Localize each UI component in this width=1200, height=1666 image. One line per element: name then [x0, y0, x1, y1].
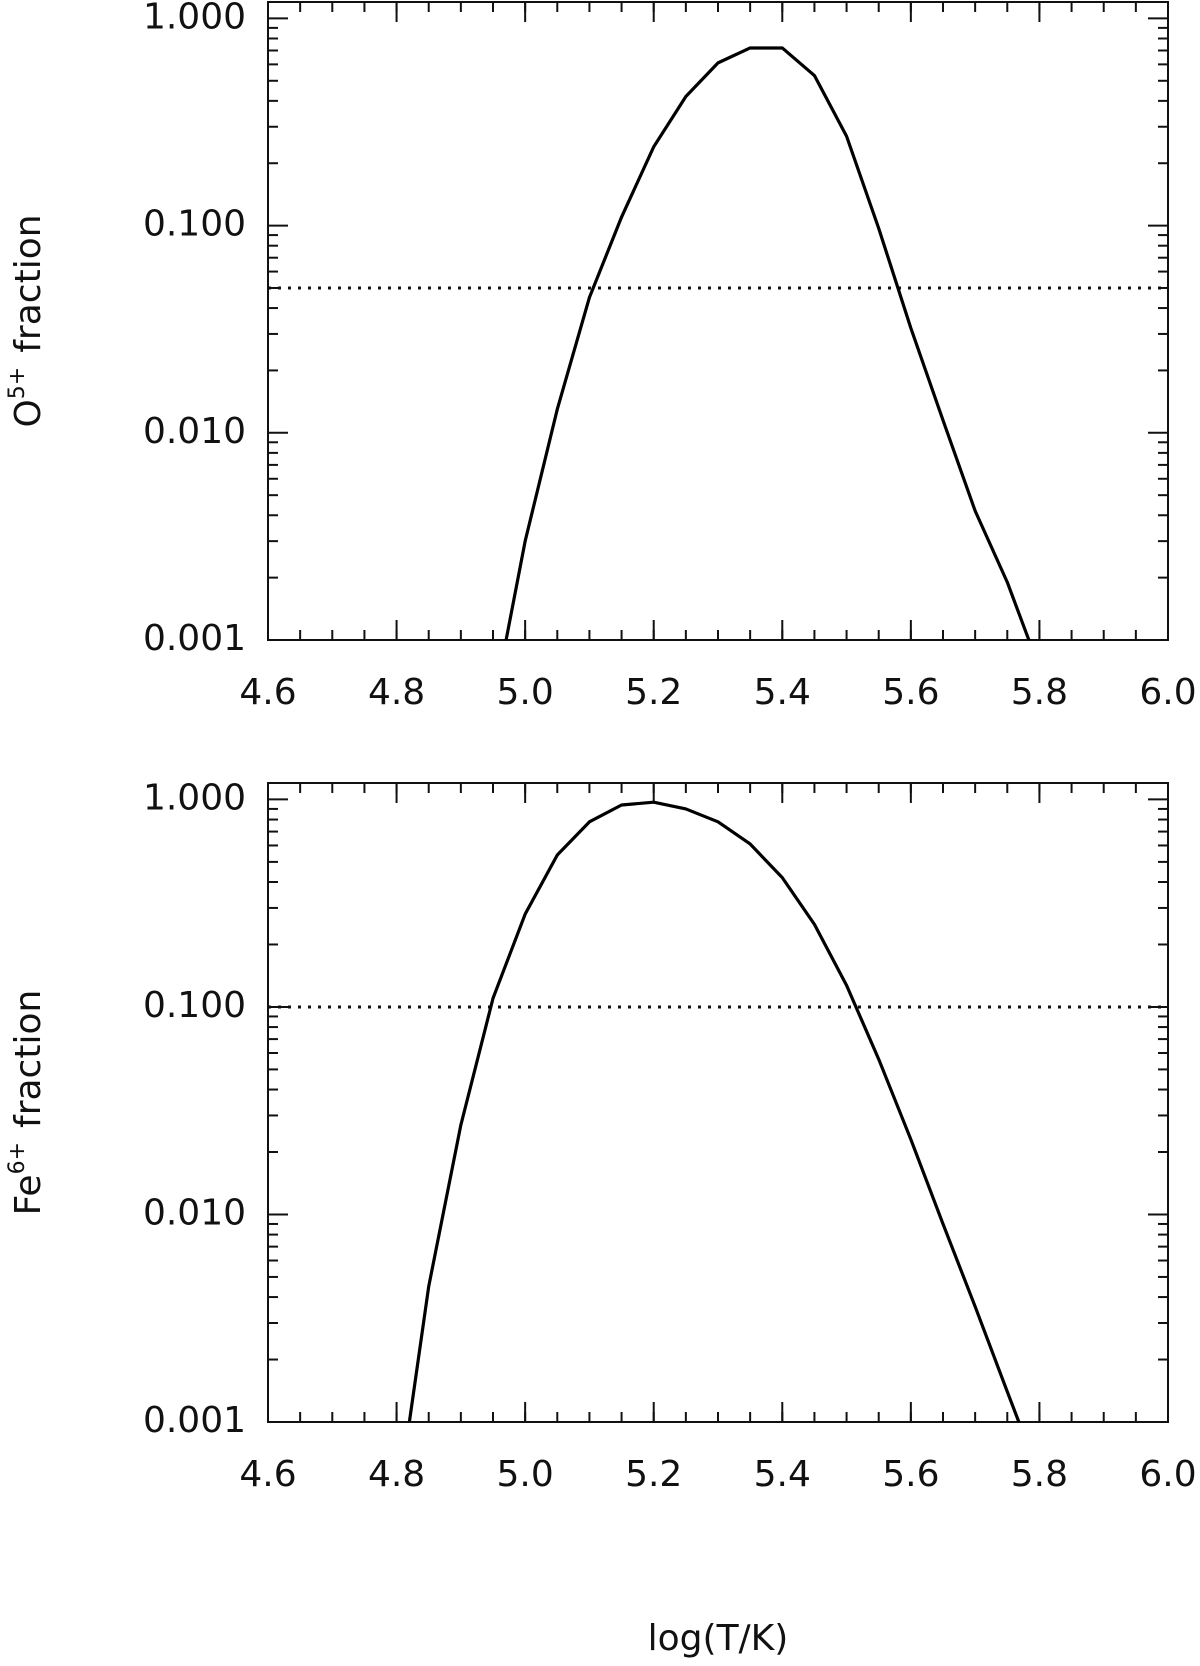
- x-tick-label: 5.2: [625, 1454, 682, 1495]
- y-label-text: fraction: [8, 214, 49, 352]
- y-label-base: Fe: [8, 1174, 49, 1215]
- x-tick-label: 6.0: [1139, 1454, 1196, 1495]
- plot-frame: [267, 782, 1169, 1423]
- x-tick-label: 4.8: [368, 1454, 425, 1495]
- x-tick-label: 5.0: [497, 672, 554, 713]
- plot-frame: [267, 1, 1169, 641]
- x-tick-label: 4.8: [368, 672, 425, 713]
- x-tick-label: 5.8: [1011, 1454, 1068, 1495]
- x-tick-label: 4.6: [239, 1454, 296, 1495]
- x-tick-label: 6.0: [1139, 672, 1196, 713]
- panel: 0.001 0.010 0.100 1.000 4.6 4.8 5.0 5.2 5.4 5.6 5.…: [5, 777, 1197, 1659]
- data-line: [504, 46, 1031, 640]
- y-tick-label: 0.100: [143, 204, 246, 245]
- x-tick-label: 5.0: [497, 1454, 554, 1495]
- y-axis-label: O5+ fraction: [5, 214, 50, 427]
- x-tick-label: 5.6: [882, 1454, 939, 1495]
- y-label-text: fraction: [8, 990, 49, 1128]
- data-line: [407, 800, 1021, 1422]
- y-tick-label: 1.000: [143, 0, 246, 37]
- y-label-base: O: [8, 399, 49, 427]
- x-tick-label: 5.4: [754, 1454, 811, 1495]
- y-tick-label: 0.001: [143, 618, 246, 659]
- y-tick-label: 1.000: [143, 777, 246, 818]
- y-tick-label: 0.010: [143, 1192, 246, 1233]
- x-tick-label: 5.8: [1011, 672, 1068, 713]
- x-tick-label: 5.2: [625, 672, 682, 713]
- x-tick-label: 5.4: [754, 672, 811, 713]
- x-tick-label: 5.6: [882, 672, 939, 713]
- y-tick-label: 0.001: [143, 1400, 246, 1441]
- y-tick-label: 0.100: [143, 985, 246, 1026]
- x-axis-label: log(T/K): [648, 1618, 789, 1659]
- y-axis-label: Fe6+ fraction: [5, 990, 50, 1216]
- panel: 0.001 0.010 0.100 1.000 4.6 4.8 5.0 5.2 5.4 5.6 5.…: [5, 0, 1197, 713]
- x-tick-label: 4.6: [239, 672, 296, 713]
- y-label-superscript: 5+: [5, 367, 30, 399]
- y-label-superscript: 6+: [5, 1142, 30, 1174]
- y-tick-label: 0.010: [143, 411, 246, 452]
